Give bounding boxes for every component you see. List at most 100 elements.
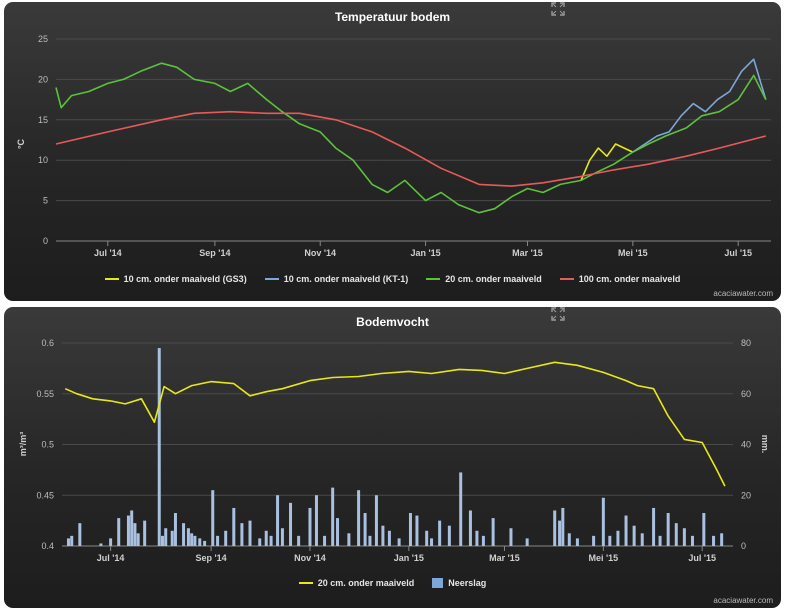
legend: 20 cm. onder maaiveld Neerslag xyxy=(4,578,781,588)
precipitation-bar xyxy=(616,530,620,546)
precipitation-bar xyxy=(314,495,318,546)
x-tick-label: Sep '14 xyxy=(196,553,227,563)
precipitation-bar xyxy=(558,520,562,546)
x-tick-label: Nov '14 xyxy=(304,248,336,258)
precipitation-bar xyxy=(182,523,186,546)
precipitation-bar xyxy=(690,535,694,546)
x-tick-label: Jul '15 xyxy=(724,248,752,258)
precipitation-bar xyxy=(99,543,103,546)
precipitation-bar xyxy=(136,533,140,546)
x-tick-label: Jul '14 xyxy=(94,248,122,258)
precipitation-bar xyxy=(248,520,252,546)
precipitation-bar xyxy=(567,533,571,546)
precipitation-bar xyxy=(269,535,273,546)
legend-item-gs3[interactable]: 10 cm. onder maaiveld (GS3) xyxy=(104,274,247,284)
chart-title: Temperatuur bodem xyxy=(334,10,451,24)
credit-link[interactable]: acaciawater.com xyxy=(713,596,773,605)
expand-icon[interactable] xyxy=(551,2,565,16)
precipitation-bar xyxy=(438,520,442,546)
y2-tick-label: 60 xyxy=(741,389,751,399)
precipitation-bar xyxy=(276,495,280,546)
y-tick-label: 25 xyxy=(38,34,48,44)
legend-item-20cm[interactable]: 20 cm. onder maaiveld xyxy=(426,274,542,284)
precipitation-bar xyxy=(66,538,70,546)
precipitation-bar xyxy=(224,530,228,546)
legend-item-20cm[interactable]: 20 cm. onder maaiveld xyxy=(298,578,415,588)
y2-axis-label: mm. xyxy=(760,435,770,454)
precipitation-bar xyxy=(447,525,451,546)
legend-swatch xyxy=(298,582,313,584)
precipitation-bar xyxy=(133,523,137,546)
expand-icon[interactable] xyxy=(551,307,565,321)
precipitation-bar xyxy=(336,518,340,546)
precipitation-bar xyxy=(575,538,579,546)
precipitation-bar xyxy=(561,507,565,546)
temperature-chart-panel: 0 5 10 15 20 25 Jul '14 Sep '14 Nov '14 Jan '15 M… xyxy=(4,2,781,301)
legend-item-100cm[interactable]: 100 cm. onder maaiveld xyxy=(559,274,681,284)
series-line-10-cm-onder-maaiveld-kt-1 xyxy=(632,58,767,153)
legend-item-kt1[interactable]: 10 cm. onder maaiveld (KT-1) xyxy=(264,274,409,284)
precipitation-bar xyxy=(363,513,367,546)
x-tick-label: Jul '15 xyxy=(688,553,716,563)
precipitation-bar xyxy=(186,528,190,546)
precipitation-bar xyxy=(608,535,612,546)
credit-link[interactable]: acaciawater.com xyxy=(713,289,773,298)
soil-moisture-chart-panel: 0.4 0.45 0.5 0.55 0.6 0 20 40 60 80 Jul '14 Sep '… xyxy=(4,307,781,608)
precipitation-bar xyxy=(323,535,327,546)
series-line-20-cm-onder-maaiveld xyxy=(55,62,767,214)
y-tick-label: 0.6 xyxy=(41,338,54,348)
precipitation-bar xyxy=(652,507,656,546)
precipitation-bar xyxy=(702,513,706,546)
precipitation-bar xyxy=(397,538,401,546)
precipitation-bar xyxy=(240,523,244,546)
precipitation-bar xyxy=(109,538,113,546)
precipitation-bar xyxy=(640,533,644,546)
precipitation-bar xyxy=(264,530,268,546)
chart-title: Bodemvocht xyxy=(356,315,429,329)
precipitation-bar xyxy=(157,348,161,546)
legend-swatch xyxy=(559,278,574,280)
precipitation-bar xyxy=(632,525,636,546)
x-tick-label: Mar '15 xyxy=(489,553,520,563)
precipitation-bar xyxy=(674,523,678,546)
x-tick-label: Mei '15 xyxy=(618,248,648,258)
precipitation-bar xyxy=(553,510,557,546)
precipitation-bar xyxy=(160,535,164,546)
legend-label: 20 cm. onder maaiveld xyxy=(445,274,542,284)
y-tick-label: 10 xyxy=(38,155,48,165)
precipitation-bar xyxy=(198,538,202,546)
x-tick-label: Mar '15 xyxy=(512,248,543,258)
y2-tick-label: 20 xyxy=(741,490,751,500)
precipitation-bar xyxy=(468,510,472,546)
y2-tick-label: 0 xyxy=(741,541,746,551)
legend-swatch xyxy=(432,578,444,588)
legend-label: 20 cm. onder maaiveld xyxy=(317,578,415,588)
legend-label: 100 cm. onder maaiveld xyxy=(578,274,681,284)
x-tick-label: Mei '15 xyxy=(589,553,619,563)
x-tick-label: Nov '14 xyxy=(294,553,326,563)
precipitation-bar xyxy=(381,525,385,546)
precipitation-bar xyxy=(374,495,378,546)
y-tick-label: 0.55 xyxy=(36,389,54,399)
precipitation-bar xyxy=(297,535,301,546)
precipitation-bar xyxy=(164,528,168,546)
y-tick-label: 20 xyxy=(38,74,48,84)
y-axis-label: °C xyxy=(16,138,26,149)
precipitation-bar xyxy=(143,520,147,546)
precipitation-bar xyxy=(347,533,351,546)
precipitation-bar xyxy=(331,487,335,546)
precipitation-bar xyxy=(170,530,174,546)
legend-item-neerslag[interactable]: Neerslag xyxy=(432,578,486,588)
x-tick-label: Sep '14 xyxy=(199,248,230,258)
precipitation-bar xyxy=(491,518,495,546)
legend-label: 10 cm. onder maaiveld (KT-1) xyxy=(283,274,409,284)
y-tick-label: 15 xyxy=(38,115,48,125)
precipitation-bar xyxy=(475,530,479,546)
legend-swatch xyxy=(104,278,119,280)
precipitation-bar xyxy=(173,513,177,546)
precipitation-bar xyxy=(211,490,215,546)
precipitation-bar xyxy=(658,535,662,546)
series-line-10-cm-onder-maaiveld-gs3 xyxy=(580,143,634,181)
precipitation-bar xyxy=(368,535,372,546)
legend-swatch xyxy=(264,278,279,280)
